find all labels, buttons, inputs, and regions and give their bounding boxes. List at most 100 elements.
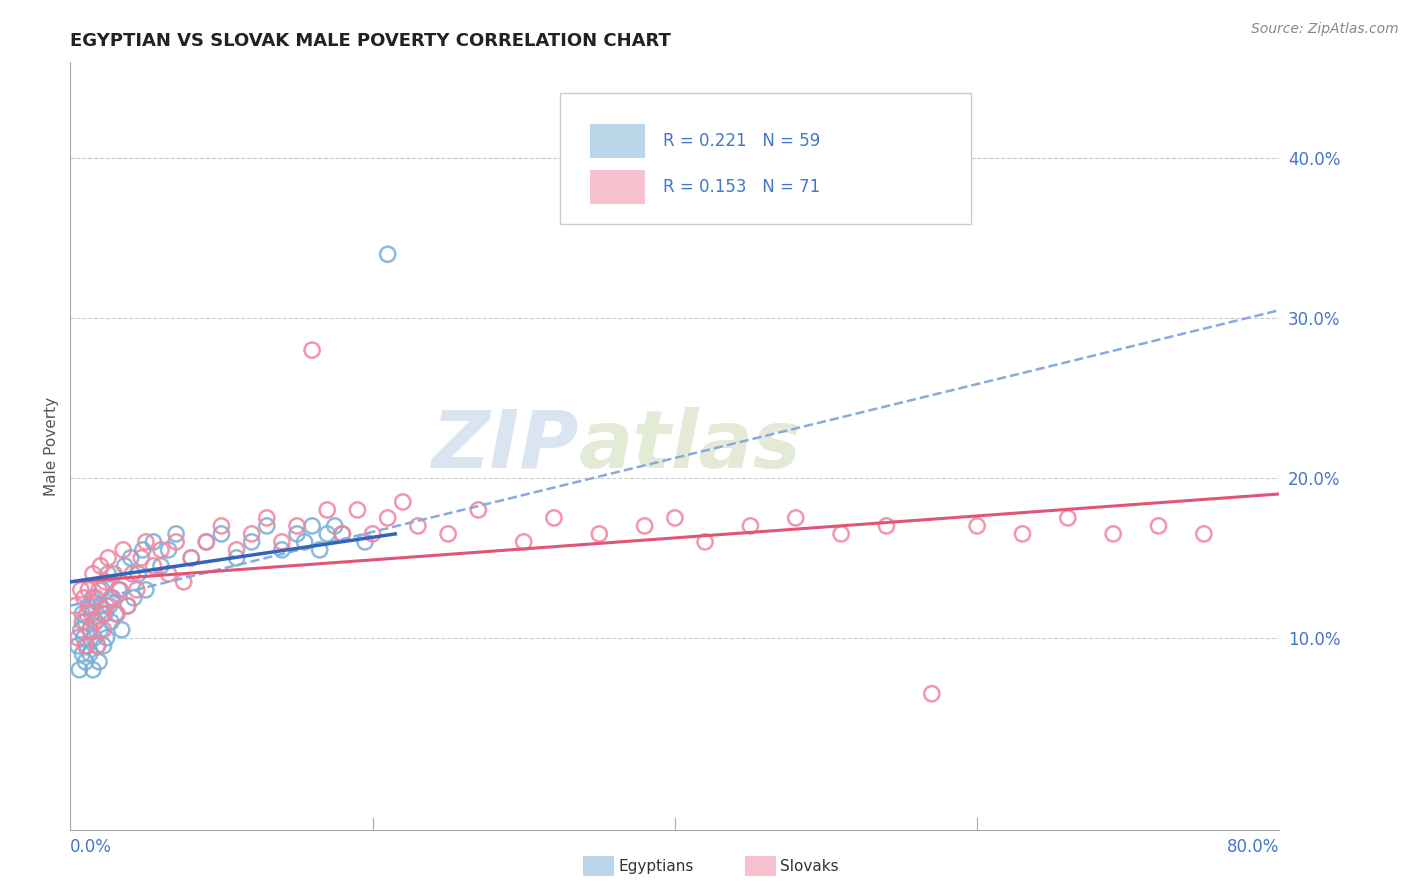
Point (377, 511, 399, 525)
Text: 80.0%: 80.0% (1227, 838, 1279, 855)
Point (513, 535, 536, 549)
Point (121, 566, 143, 581)
Point (83, 631, 105, 645)
Point (406, 519, 429, 533)
Point (180, 550, 202, 565)
Point (82, 663, 104, 677)
Point (354, 535, 377, 549)
Point (114, 558, 136, 573)
Point (173, 574, 195, 589)
Point (96, 631, 118, 645)
Point (120, 550, 142, 565)
Point (195, 535, 218, 549)
Point (693, 535, 716, 549)
Point (94, 607, 117, 621)
Point (90, 623, 111, 637)
Point (75, 639, 97, 653)
Point (240, 527, 263, 541)
Y-axis label: Male Poverty: Male Poverty (44, 396, 59, 496)
Point (79, 623, 101, 637)
Point (93, 639, 115, 653)
Point (285, 527, 308, 541)
Point (91, 607, 114, 621)
Point (131, 550, 153, 565)
Point (66, 631, 89, 645)
Point (785, 511, 807, 525)
Point (117, 599, 139, 613)
Point (72, 607, 94, 621)
Point (80, 599, 103, 613)
Point (588, 527, 610, 541)
Point (82, 566, 104, 581)
Point (90, 558, 111, 573)
Point (79, 647, 101, 661)
Point (79, 623, 101, 637)
Point (72, 615, 94, 629)
Point (966, 519, 988, 533)
Point (157, 566, 180, 581)
Point (75, 615, 97, 629)
Text: ZIP: ZIP (430, 407, 578, 485)
Point (112, 542, 135, 557)
Point (86, 639, 108, 653)
Point (97, 550, 120, 565)
Point (117, 599, 139, 613)
Point (76, 607, 98, 621)
Point (301, 343, 323, 358)
Text: Slovaks: Slovaks (780, 859, 839, 873)
Point (180, 550, 202, 565)
Point (135, 535, 157, 549)
Point (270, 535, 294, 549)
Point (80, 607, 103, 621)
Point (165, 527, 187, 541)
Point (96, 599, 118, 613)
Point (633, 519, 655, 533)
Point (1057, 511, 1080, 525)
Point (332, 527, 354, 541)
Point (77, 599, 100, 613)
Point (165, 535, 187, 549)
Point (256, 511, 278, 525)
Point (93, 623, 115, 637)
Point (82, 591, 104, 605)
Point (332, 527, 354, 541)
Point (104, 607, 127, 621)
Point (87, 655, 110, 669)
Point (101, 591, 124, 605)
FancyBboxPatch shape (591, 169, 644, 204)
Text: Egyptians: Egyptians (619, 859, 695, 873)
Point (142, 535, 165, 549)
Point (84, 615, 107, 629)
Point (100, 591, 122, 605)
Point (240, 535, 263, 549)
Point (308, 542, 330, 557)
Point (70, 582, 93, 597)
FancyBboxPatch shape (591, 124, 644, 158)
Point (127, 566, 149, 581)
Point (195, 535, 218, 549)
Point (437, 527, 460, 541)
Point (346, 503, 368, 517)
Point (97, 566, 120, 581)
Point (103, 566, 125, 581)
Point (135, 582, 157, 597)
Point (70, 623, 93, 637)
Point (111, 623, 134, 637)
Point (285, 519, 308, 533)
Point (87, 582, 110, 597)
Point (73, 631, 96, 645)
Point (72, 647, 94, 661)
Point (84, 591, 107, 605)
Point (211, 519, 233, 533)
Point (301, 519, 323, 533)
FancyBboxPatch shape (560, 93, 972, 224)
Point (100, 615, 122, 629)
Point (142, 558, 165, 573)
Point (921, 687, 943, 701)
Point (67, 663, 90, 677)
Point (316, 503, 339, 517)
Point (664, 511, 686, 525)
Text: R = 0.221   N = 59: R = 0.221 N = 59 (662, 132, 820, 151)
Text: R = 0.153   N = 71: R = 0.153 N = 71 (662, 178, 820, 196)
Point (75, 655, 97, 669)
